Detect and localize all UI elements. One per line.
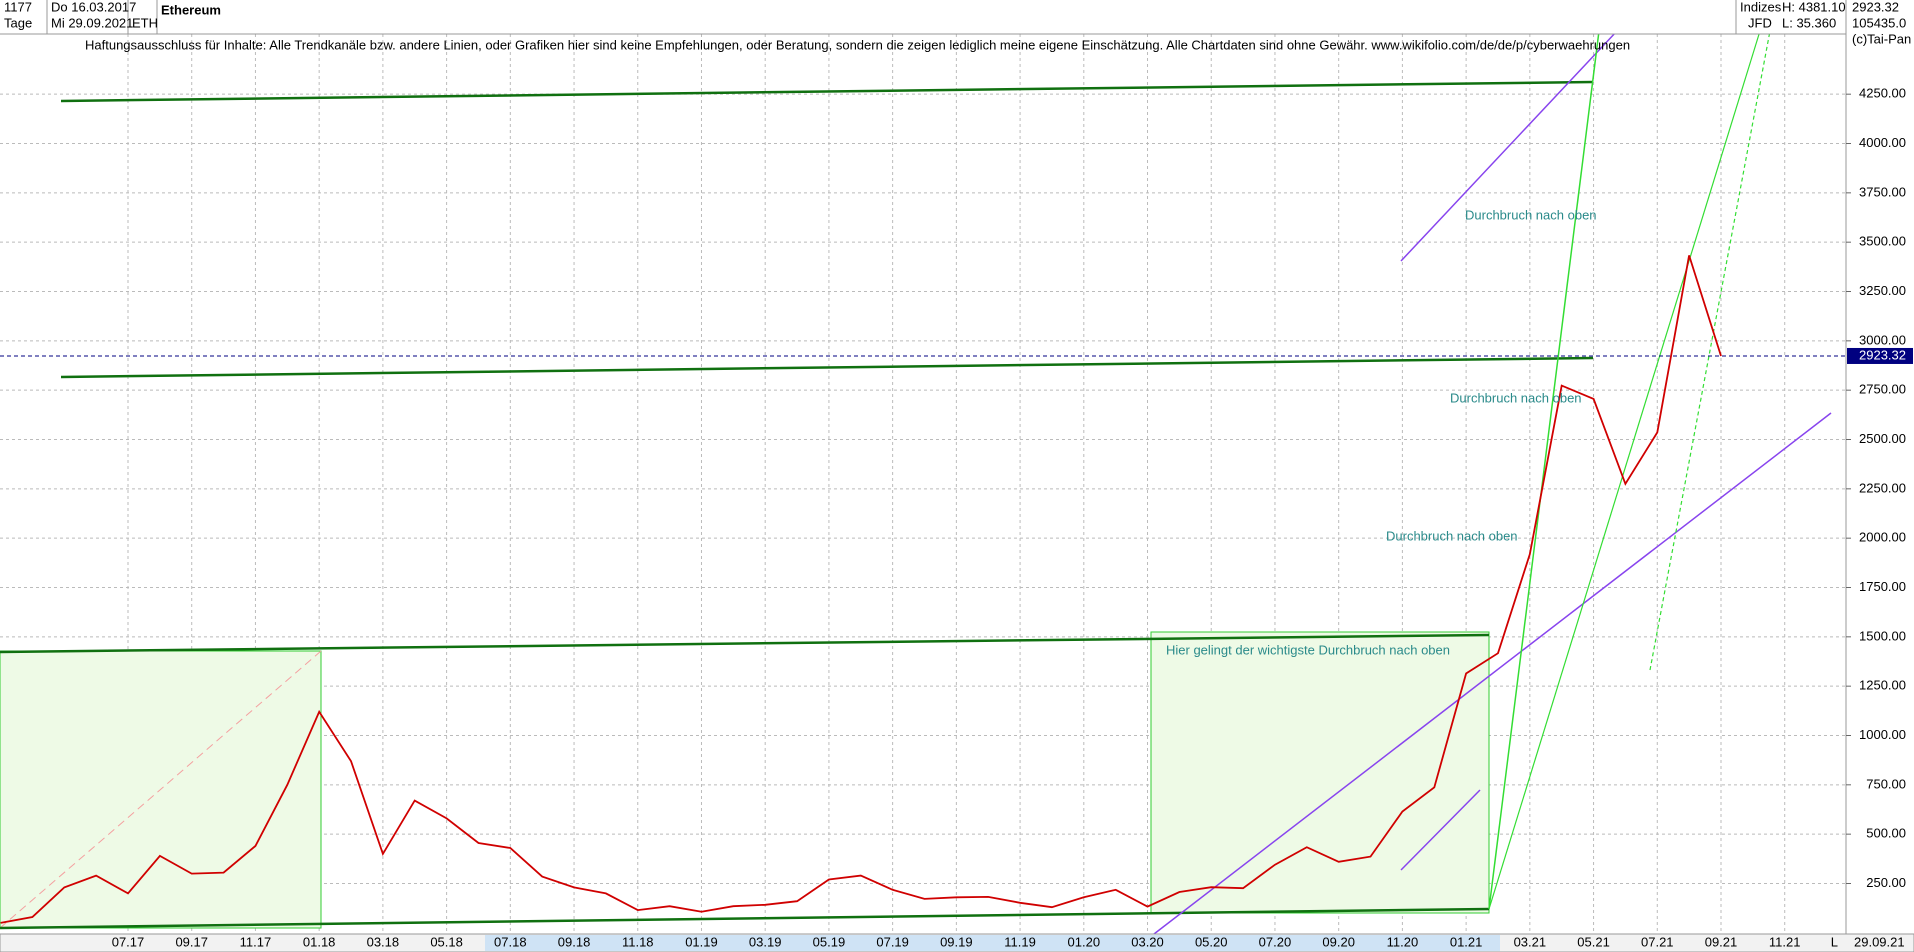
y-tick-label: 3750.00 (1859, 184, 1906, 199)
header-count[interactable]: 1177 (4, 0, 32, 14)
y-tick-label: 1500.00 (1859, 628, 1906, 643)
trendline (1488, 30, 1761, 910)
x-tick-label: 11.21 (1769, 934, 1801, 949)
trendline (1153, 412, 1832, 935)
x-tick-label: 03.19 (749, 934, 782, 949)
annotation: Durchbruch nach oben (1465, 207, 1597, 222)
last-price-box (1847, 347, 1913, 364)
y-tick-label: 2250.00 (1859, 480, 1906, 495)
y-tick-label: 2000.00 (1859, 530, 1906, 545)
header-broker: JFD (1748, 15, 1772, 30)
x-tick-label: 05.20 (1195, 934, 1228, 949)
x-tick-label: 03.20 (1131, 934, 1164, 949)
x-tick-label: 11.18 (622, 934, 654, 949)
x-tick-label: 07.17 (112, 934, 145, 949)
y-tick-label: 1250.00 (1859, 678, 1906, 693)
axis-date: 29.09.21 (1854, 934, 1905, 949)
x-tick-label: 07.21 (1641, 934, 1674, 949)
marks (0, 255, 1722, 924)
header-symbol: ETH (132, 15, 158, 30)
header-bg (0, 0, 1914, 34)
zone (1150, 631, 1490, 914)
x-tick-label: 03.21 (1514, 934, 1547, 949)
trendline (1649, 30, 1771, 671)
x-tick-label: 09.18 (558, 934, 591, 949)
y-tick-label: 2500.00 (1859, 431, 1906, 446)
y-tick-label: 3250.00 (1859, 283, 1906, 298)
annotation: Durchbruch nach oben (1450, 390, 1582, 405)
x-tick-label: 05.19 (813, 934, 846, 949)
trendline (1400, 30, 1618, 262)
trendline (0, 650, 322, 929)
y-tick-label: 4250.00 (1859, 86, 1906, 101)
x-tick-label: 09.19 (940, 934, 973, 949)
x-tick-label: 09.20 (1322, 934, 1355, 949)
y-tick-label: 500.00 (1866, 826, 1906, 841)
x-tick-label: 01.19 (685, 934, 718, 949)
y-tick-label: 250.00 (1866, 875, 1906, 890)
x-tick-label: 11.19 (1004, 934, 1036, 949)
trendline (1488, 30, 1600, 910)
x-tick-label: 09.17 (175, 934, 208, 949)
y-tick-label: 1750.00 (1859, 579, 1906, 594)
x-tick-label: 01.18 (303, 934, 336, 949)
annotation: Durchbruch nach oben (1386, 528, 1518, 543)
x-tick-label: 01.20 (1068, 934, 1101, 949)
trendline (60, 356, 1594, 379)
trendline (0, 633, 1490, 654)
header-volume: 105435.0 (1852, 15, 1906, 30)
header-last: 2923.32 (1852, 0, 1899, 14)
x-tick-label: 01.21 (1450, 934, 1483, 949)
y-tick-label: 2750.00 (1859, 382, 1906, 397)
header-period[interactable]: Tage (4, 15, 32, 30)
x-tick-label: 07.18 (494, 934, 527, 949)
last-price-label: 2923.32 (1859, 347, 1906, 362)
x-tick-label: 07.20 (1259, 934, 1292, 949)
x-tick-label: 03.18 (367, 934, 400, 949)
y-tick-label: 3000.00 (1859, 332, 1906, 347)
copyright: (c)Tai-Pan (1852, 31, 1911, 46)
x-tick-label: 11.17 (240, 934, 272, 949)
header-start: Do 16.03.2017 (51, 0, 136, 14)
x-tick-label: 05.18 (430, 934, 463, 949)
header-end: Mi 29.09.2021 (51, 15, 133, 30)
axis-mode[interactable]: L (1831, 934, 1838, 949)
x-axis-highlight (485, 935, 1500, 951)
y-tick-label: 3500.00 (1859, 234, 1906, 249)
chart-title: Ethereum (161, 2, 221, 17)
price-line (0, 255, 1722, 924)
annotation: Hier gelingt der wichtigste Durchbruch n… (1166, 642, 1450, 657)
trendline (0, 907, 1490, 930)
y-tick-label: 750.00 (1866, 776, 1906, 791)
header-high: H: 4381.10 (1782, 0, 1846, 14)
x-tick-label: 09.21 (1705, 934, 1738, 949)
y-tick-label: 1000.00 (1859, 727, 1906, 742)
header-group: Indizes (1740, 0, 1782, 14)
y-tick-label: 4000.00 (1859, 135, 1906, 150)
header-low: L: 35.360 (1782, 15, 1836, 30)
disclaimer: Haftungsausschluss für Inhalte: Alle Tre… (85, 37, 1630, 52)
x-tick-label: 07.19 (876, 934, 909, 949)
trendline (60, 80, 1594, 103)
x-tick-label: 05.21 (1577, 934, 1610, 949)
x-tick-label: 11.20 (1387, 934, 1419, 949)
trendline (1400, 789, 1481, 871)
